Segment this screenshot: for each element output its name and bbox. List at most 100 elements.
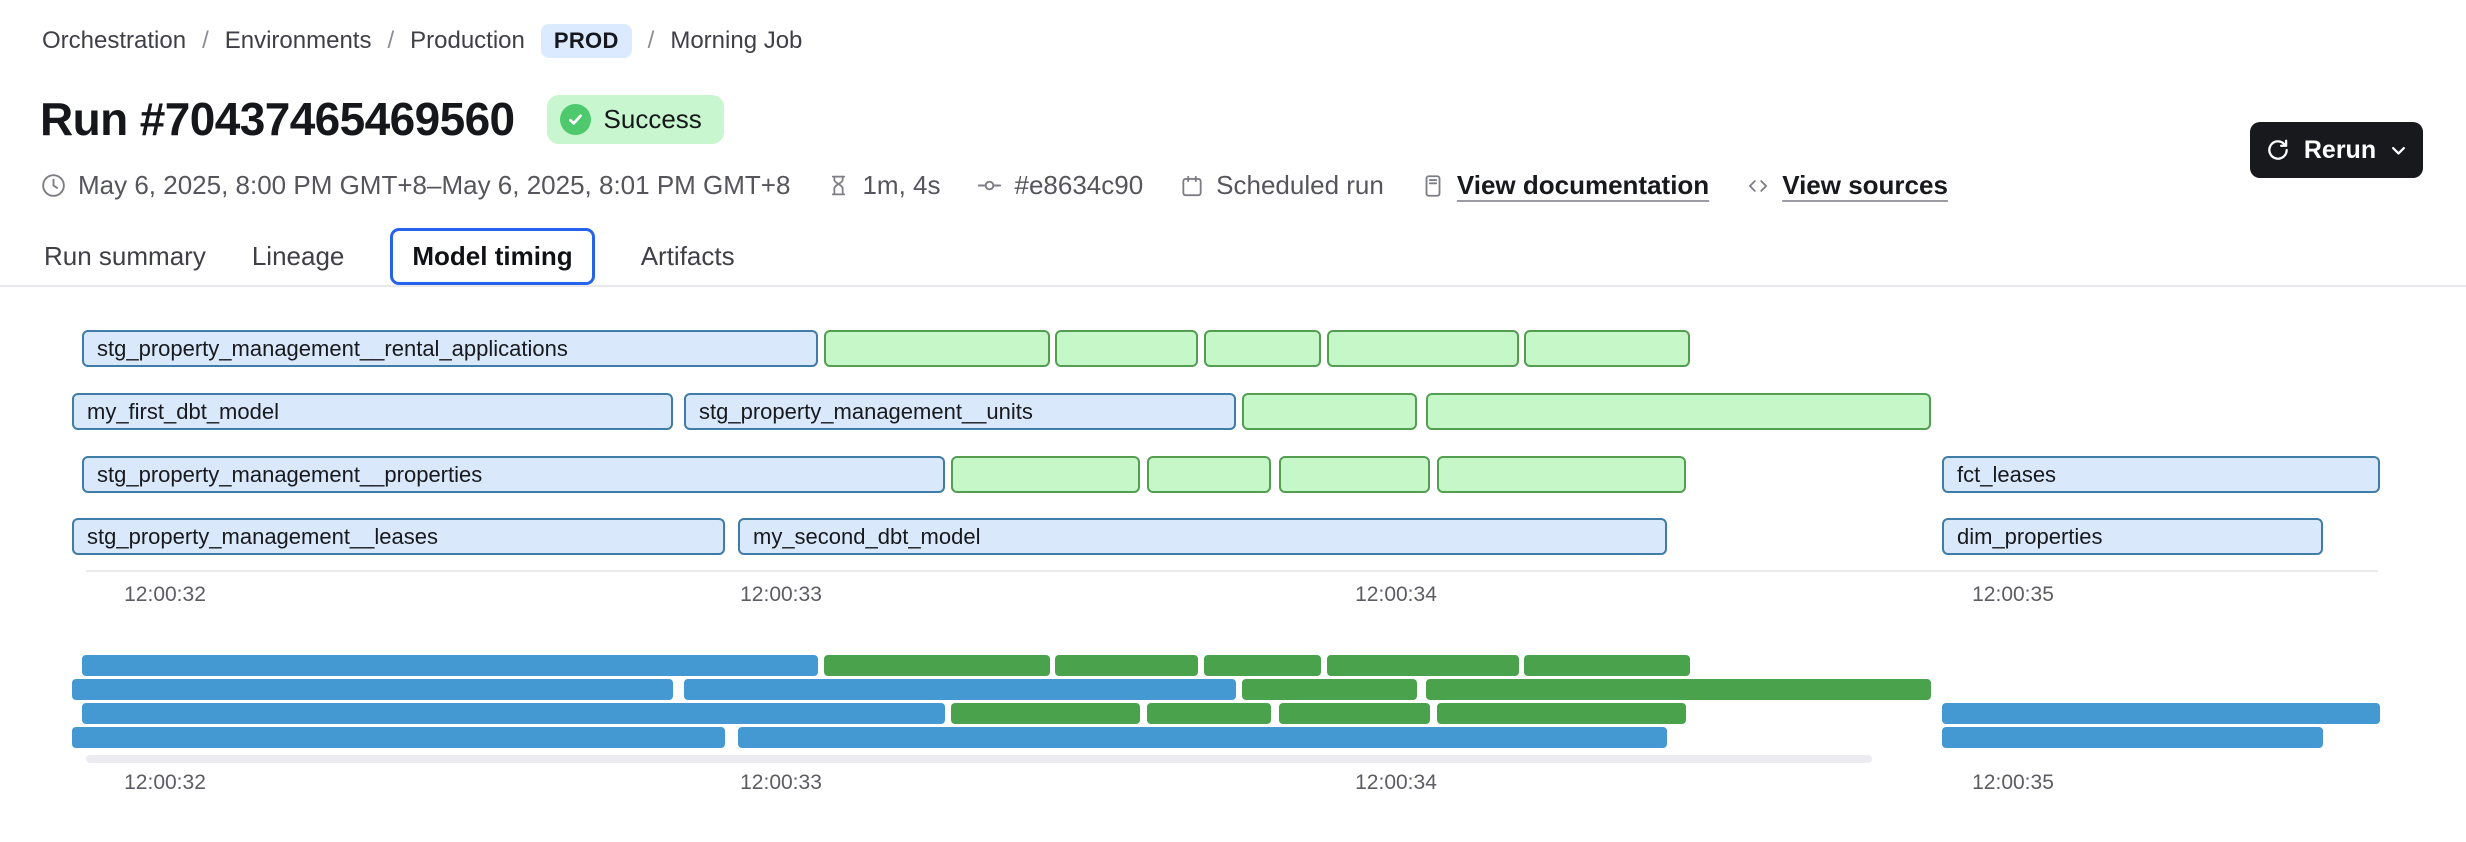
minimap-bar	[1147, 703, 1271, 724]
rerun-label: Rerun	[2303, 135, 2377, 164]
minimap-bar	[1055, 655, 1198, 676]
view-documentation-link-wrap: View documentation	[1420, 170, 1709, 201]
run-meta-row: May 6, 2025, 8:00 PM GMT+8–May 6, 2025, …	[40, 170, 1948, 201]
run-tabs: Run summary Lineage Model timing Artifac…	[44, 228, 735, 285]
model-bar-label: stg_property_management__leases	[87, 523, 439, 549]
minimap-bar	[1437, 703, 1686, 724]
time-tick: 12:00:35	[1972, 771, 2054, 794]
model-bar[interactable]: fct_leases	[1942, 456, 2380, 493]
page-title: Run #70437465469560	[40, 93, 515, 145]
minimap-bar	[951, 703, 1140, 724]
time-tick: 12:00:32	[124, 771, 206, 794]
task-bar[interactable]	[1327, 330, 1519, 367]
commit-hash-text: #e8634c90	[1014, 170, 1144, 200]
run-time-range: May 6, 2025, 8:00 PM GMT+8–May 6, 2025, …	[40, 170, 790, 201]
view-sources-link[interactable]: View sources	[1782, 170, 1948, 200]
minimap-bar	[82, 655, 818, 676]
rerun-button[interactable]: Rerun	[2250, 122, 2423, 178]
tab-artifacts[interactable]: Artifacts	[640, 241, 735, 271]
minimap-bar	[1204, 655, 1321, 676]
model-bar[interactable]: my_second_dbt_model	[738, 518, 1667, 555]
tab-model-timing[interactable]: Model timing	[390, 228, 595, 285]
breadcrumb-orchestration[interactable]: Orchestration	[42, 27, 187, 54]
clock-icon	[42, 174, 65, 197]
task-bar[interactable]	[1437, 456, 1686, 493]
document-icon	[1425, 174, 1441, 197]
minimap-bar	[82, 703, 945, 724]
time-tick: 12:00:33	[740, 583, 822, 606]
task-bar[interactable]	[1147, 456, 1271, 493]
run-duration: 1m, 4s	[826, 170, 940, 201]
breadcrumb-environments[interactable]: Environments	[224, 27, 372, 54]
model-bar-label: my_first_dbt_model	[87, 398, 279, 424]
git-commit-icon	[978, 180, 1002, 191]
time-tick: 12:00:34	[1355, 771, 1437, 794]
tab-lineage[interactable]: Lineage	[251, 241, 345, 271]
task-bar[interactable]	[1055, 330, 1198, 367]
time-axis-main: 12:00:32 12:00:33 12:00:34 12:00:35	[0, 583, 2466, 615]
breadcrumb-separator: /	[387, 27, 395, 54]
task-bar[interactable]	[1524, 330, 1690, 367]
minimap-bar	[1524, 655, 1690, 676]
commit-hash: #e8634c90	[976, 170, 1143, 201]
breadcrumb-morning-job[interactable]: Morning Job	[670, 27, 803, 54]
chart-baseline	[86, 570, 2378, 572]
task-bar[interactable]	[1242, 393, 1417, 430]
run-trigger: Scheduled run	[1179, 170, 1384, 201]
minimap-bar	[72, 679, 673, 700]
model-bar[interactable]: stg_property_management__units	[684, 393, 1236, 430]
time-tick: 12:00:32	[124, 583, 206, 606]
status-label: Success	[603, 103, 702, 134]
model-bar-label: fct_leases	[1957, 461, 2057, 487]
tab-run-summary[interactable]: Run summary	[44, 241, 206, 271]
model-bar-label: stg_property_management__units	[699, 398, 1033, 424]
view-documentation-link[interactable]: View documentation	[1456, 170, 1710, 200]
task-bar[interactable]	[1279, 456, 1430, 493]
model-bar[interactable]: stg_property_management__properties	[82, 456, 945, 493]
task-bar[interactable]	[1204, 330, 1321, 367]
minimap-bar	[1426, 679, 1931, 700]
status-badge: Success	[546, 94, 724, 144]
time-tick: 12:00:33	[740, 771, 822, 794]
calendar-icon	[1182, 175, 1202, 196]
chevron-down-icon	[2392, 146, 2406, 155]
breadcrumb-production[interactable]: Production	[410, 27, 525, 54]
model-bar-label: dim_properties	[1957, 523, 2103, 549]
run-trigger-text: Scheduled run	[1216, 170, 1384, 200]
breadcrumb-separator: /	[647, 27, 655, 54]
task-bar[interactable]	[1426, 393, 1931, 430]
run-duration-text: 1m, 4s	[862, 170, 941, 200]
minimap-bar	[1279, 703, 1430, 724]
minimap-bar	[1942, 727, 2323, 748]
time-axis-mini: 12:00:32 12:00:33 12:00:34 12:00:35	[0, 771, 2466, 803]
minimap-bar	[1327, 655, 1519, 676]
code-icon	[1749, 179, 1768, 192]
hourglass-icon	[832, 175, 846, 196]
task-bar[interactable]	[824, 330, 1050, 367]
view-sources-link-wrap: View sources	[1745, 170, 1948, 201]
minimap-bar	[1242, 679, 1417, 700]
model-bar-label: stg_property_management__properties	[97, 461, 483, 487]
breadcrumb-separator: /	[202, 27, 209, 54]
minimap-bar	[738, 727, 1667, 748]
tabs-divider	[0, 285, 2466, 287]
minimap-bar	[684, 679, 1236, 700]
model-bar[interactable]: stg_property_management__rental_applicat…	[82, 330, 818, 367]
model-bar[interactable]: my_first_dbt_model	[72, 393, 673, 430]
prod-environment-badge: PROD	[540, 24, 632, 58]
minimap-bar	[1942, 703, 2380, 724]
model-bar-label: my_second_dbt_model	[753, 523, 981, 549]
model-bar[interactable]: dim_properties	[1942, 518, 2323, 555]
task-bar[interactable]	[951, 456, 1140, 493]
time-tick: 12:00:35	[1972, 583, 2054, 606]
breadcrumb: Orchestration / Environments / Productio…	[42, 24, 802, 58]
run-header: Run #70437465469560 Success	[40, 92, 724, 146]
minimap-bar	[824, 655, 1050, 676]
time-tick: 12:00:34	[1355, 583, 1437, 606]
minimap-scrollbar[interactable]	[86, 755, 1872, 763]
refresh-icon	[2268, 139, 2288, 160]
model-bar-label: stg_property_management__rental_applicat…	[97, 335, 568, 361]
model-bar[interactable]: stg_property_management__leases	[72, 518, 725, 555]
minimap-bar	[72, 727, 725, 748]
